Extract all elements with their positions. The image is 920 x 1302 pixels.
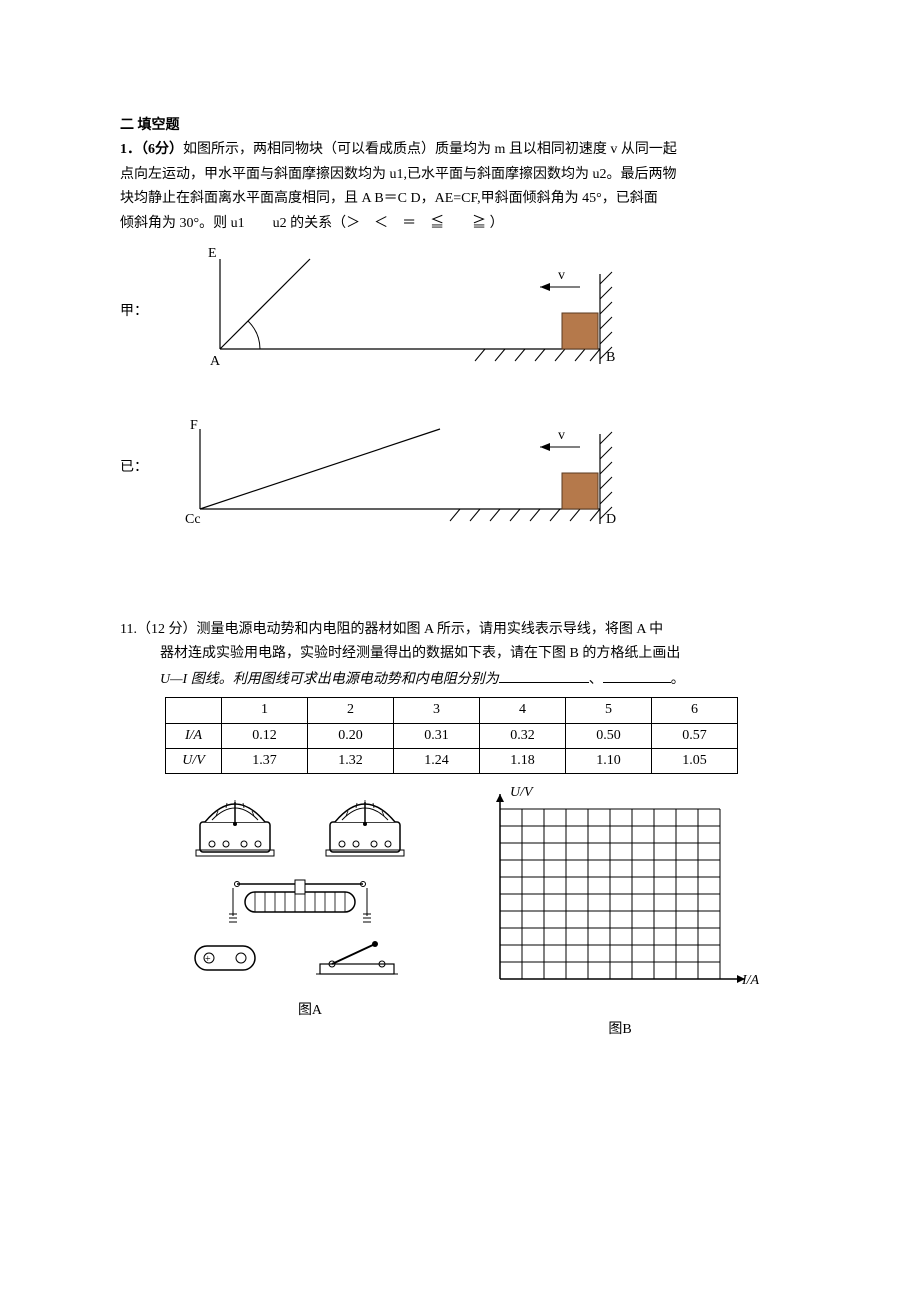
x-axis-label: I/A (741, 973, 760, 988)
table-cell: 4 (480, 698, 566, 723)
table-cell: 1.37 (222, 748, 308, 773)
table-cell: 3 (394, 698, 480, 723)
q1-line1-text: 如图所示，两相同物块（可以看成质点）质量均为 m 且以相同初速度 v 从同一起 (183, 142, 677, 157)
q1-diagram: 甲： 已： (120, 239, 680, 559)
table-cell: 0.57 (652, 723, 738, 748)
table-cell: 6 (652, 698, 738, 723)
table-cell: 0.20 (308, 723, 394, 748)
data-table: 1 2 3 4 5 6 I/A 0.12 0.20 0.31 0.32 0.50… (165, 697, 738, 774)
label-A: A (210, 354, 221, 369)
question-11: 11.（12 分）测量电源电动势和内电阻的器材如图 A 所示，请用实线表示导线，… (120, 619, 810, 1041)
figA-svg: + (180, 784, 440, 994)
section-title: 二 填空题 (120, 115, 810, 137)
table-cell: 1.10 (566, 748, 652, 773)
q1-line3: 块均静止在斜面离水平面高度相同，且 A B＝C D，AE=CF,甲斜面倾斜角为 … (120, 188, 810, 210)
table-header-row: 1 2 3 4 5 6 (166, 698, 738, 723)
table-cell: 0.12 (222, 723, 308, 748)
q1-line4: 倾斜角为 30°。则 u1 u2 的关系（＞ ＜ ＝ ≦ ≧ ） (120, 213, 810, 235)
figB-label: 图B (470, 1019, 770, 1041)
table-cell: 1.05 (652, 748, 738, 773)
figA-label: 图A (180, 1000, 440, 1022)
table-cell: I/A (166, 723, 222, 748)
table-cell: U/V (166, 748, 222, 773)
q11-line3: U—I 图线。利用图线可求出电源电动势和内电阻分别为 、 。 (160, 668, 810, 691)
table-cell: 0.31 (394, 723, 480, 748)
v-label-1: v (558, 268, 565, 283)
v-label-2: v (558, 428, 565, 443)
table-cell: 5 (566, 698, 652, 723)
q1-line1: 1．（6分）如图所示，两相同物块（可以看成质点）质量均为 m 且以相同初速度 v… (120, 139, 810, 161)
table-cell: 1 (222, 698, 308, 723)
label-D: D (606, 512, 616, 527)
q11-sep: 、 (589, 672, 603, 687)
q11-line3-prefix: U—I 图线。利用图线可求出电源电动势和内电阻分别为 (160, 672, 499, 687)
table-cell: 2 (308, 698, 394, 723)
figB-svg: U/V I/A (470, 784, 770, 1004)
q11-line1: 11.（12 分）测量电源电动势和内电阻的器材如图 A 所示，请用实线表示导线，… (160, 619, 810, 641)
blank-r (603, 668, 671, 683)
table-cell: 1.32 (308, 748, 394, 773)
table-row: U/V 1.37 1.32 1.24 1.18 1.10 1.05 (166, 748, 738, 773)
table-cell: 1.18 (480, 748, 566, 773)
q1-line2: 点向左运动，甲水平面与斜面摩擦因数均为 u1,已水平面与斜面摩擦因数均为 u2。… (120, 164, 810, 186)
question-1: 1．（6分）如图所示，两相同物块（可以看成质点）质量均为 m 且以相同初速度 v… (120, 139, 810, 559)
table-cell (166, 698, 222, 723)
y-axis-label: U/V (510, 785, 534, 800)
figure-b: U/V I/A 图B (470, 784, 770, 1041)
label-E: E (208, 246, 217, 261)
table-row: I/A 0.12 0.20 0.31 0.32 0.50 0.57 (166, 723, 738, 748)
table-cell: 0.50 (566, 723, 652, 748)
label-jia: 甲： (120, 301, 148, 323)
table-cell: 1.24 (394, 748, 480, 773)
figure-row: + 图A U/V (180, 784, 810, 1041)
q1-label: 1．（6分） (120, 142, 183, 157)
figure-a: + 图A (180, 784, 440, 1022)
q11-after: 。 (671, 672, 685, 687)
label-F: F (190, 418, 198, 433)
blank-emf (499, 668, 589, 683)
label-yi: 已： (120, 457, 148, 479)
svg-text:+: + (205, 954, 211, 965)
q1-svg: v E A B (160, 239, 680, 559)
table-cell: 0.32 (480, 723, 566, 748)
label-C: Cc (185, 512, 201, 527)
q11-line2: 器材连成实验用电路，实验时经测量得出的数据如下表，请在下图 B 的方格纸上画出 (160, 643, 810, 665)
label-B: B (606, 350, 615, 365)
